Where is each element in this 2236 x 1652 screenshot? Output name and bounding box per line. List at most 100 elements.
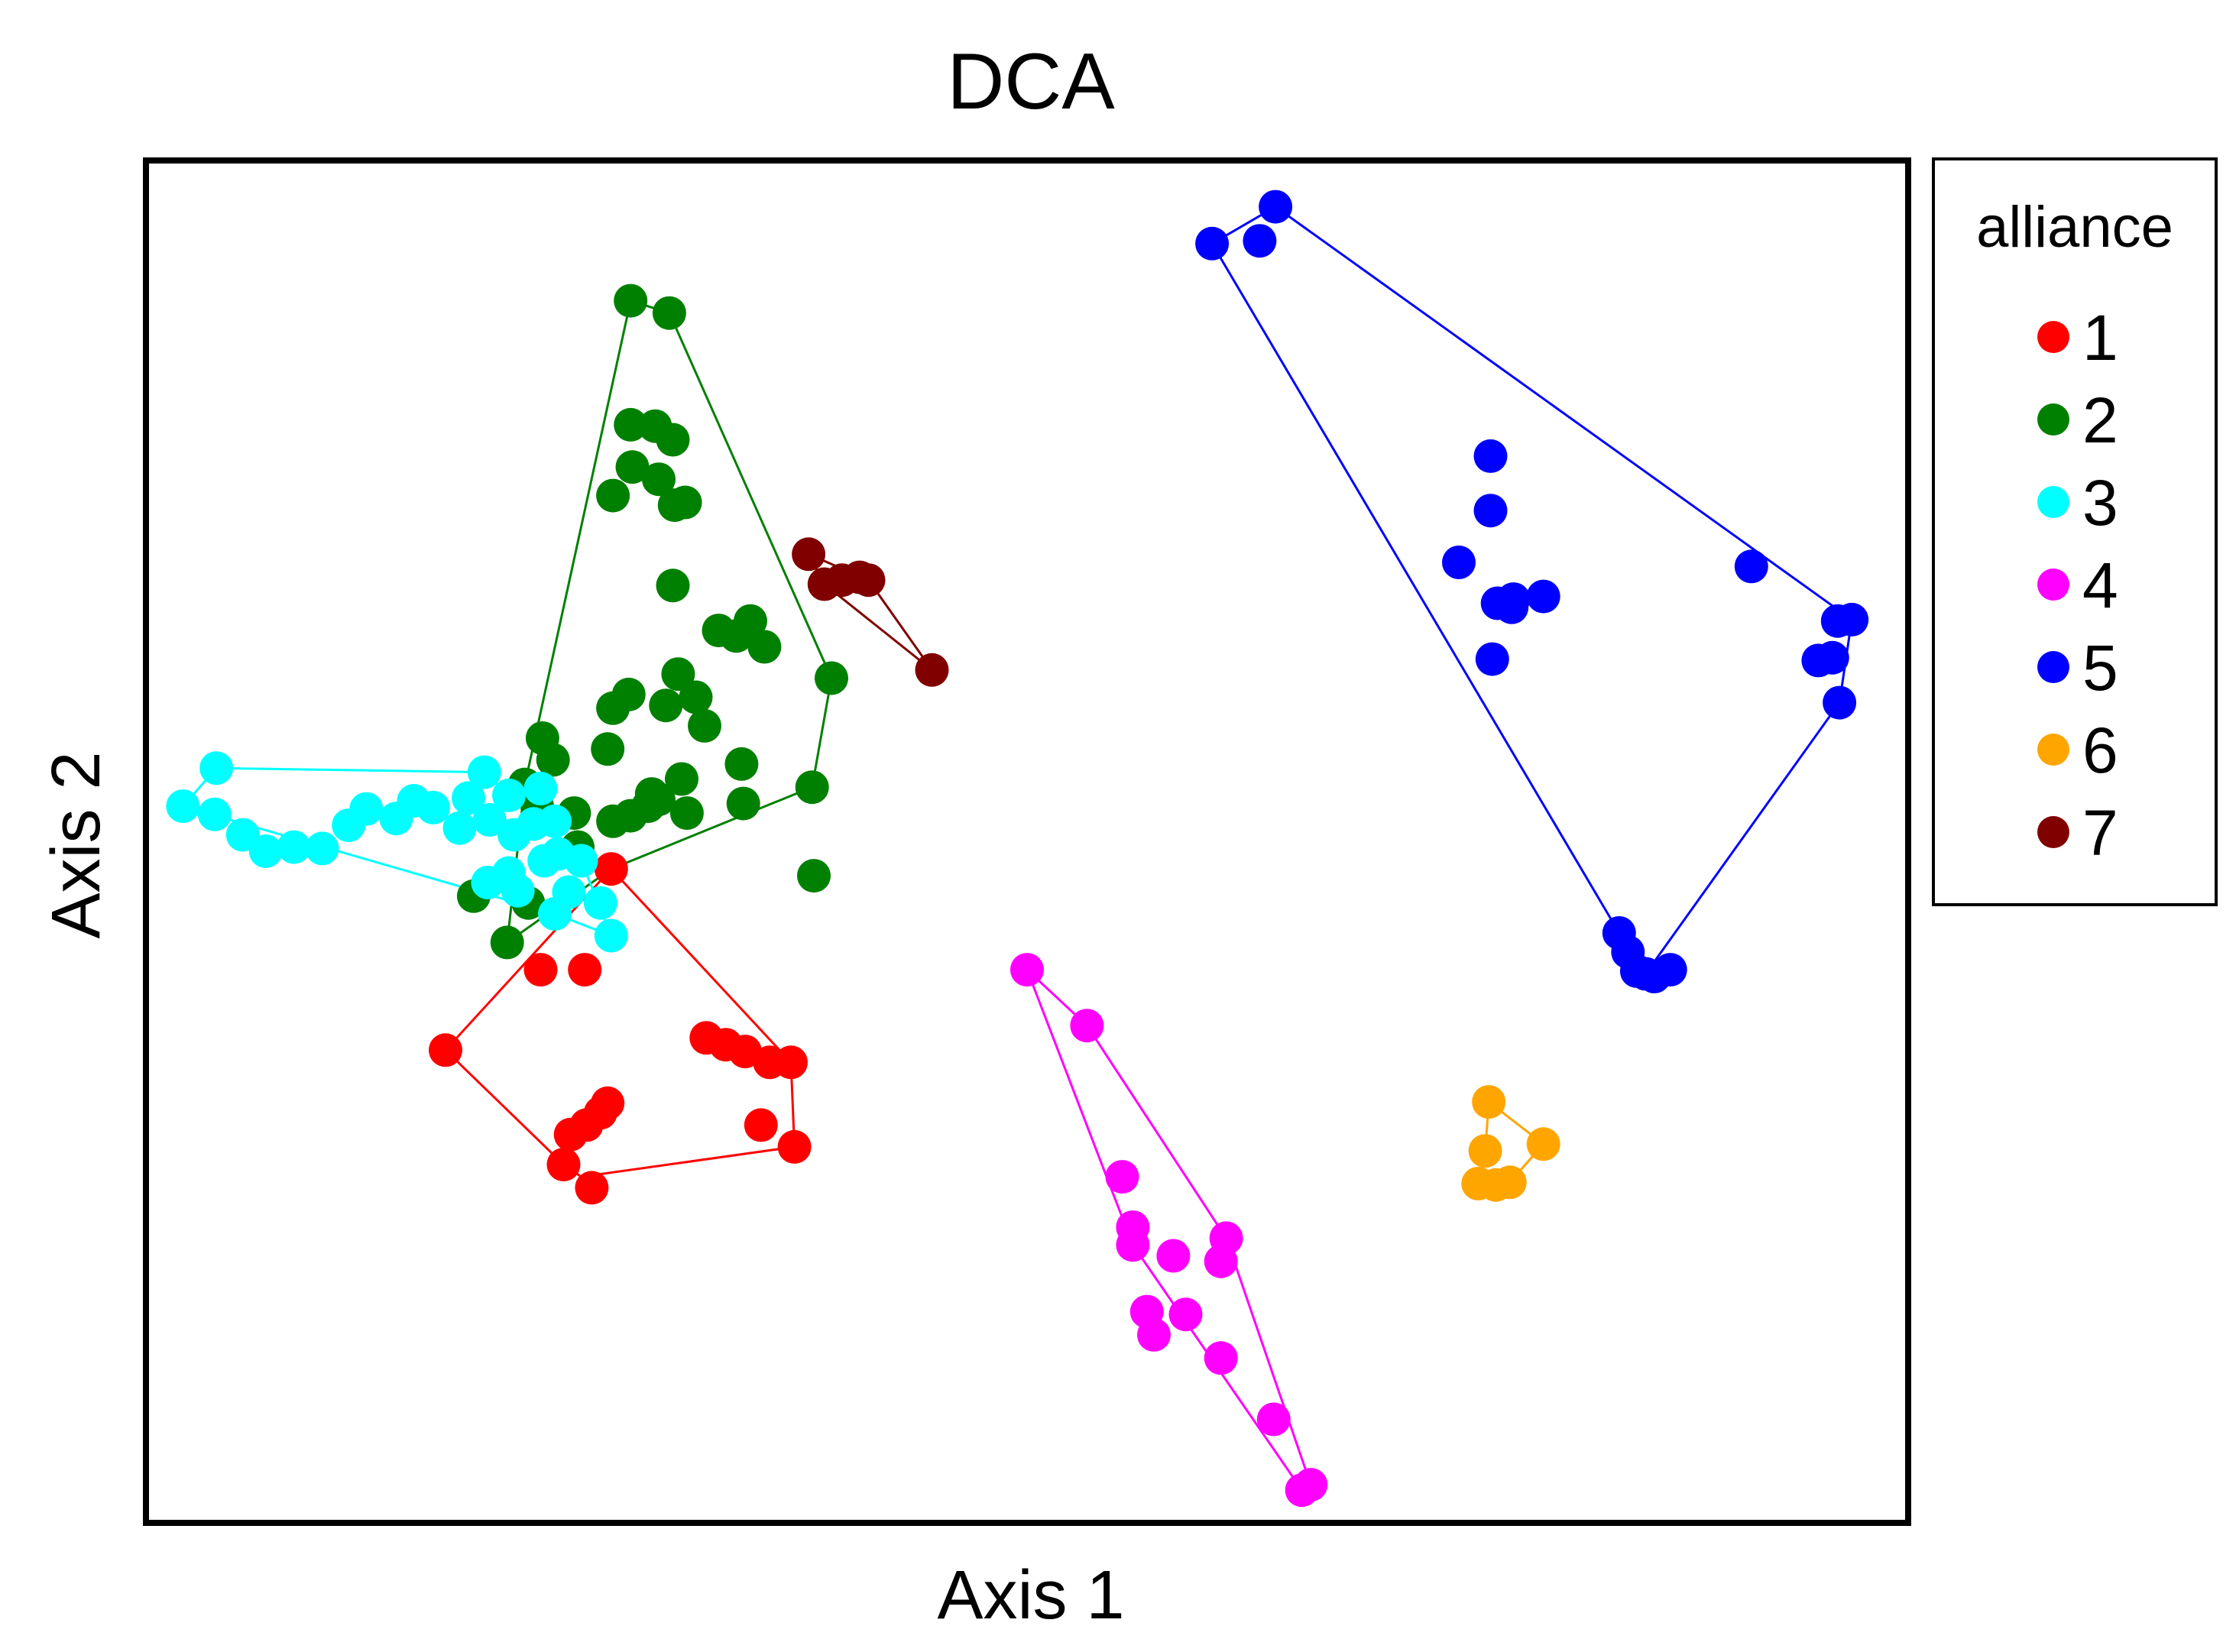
point-alliance-6-2 [1468,1134,1502,1168]
point-alliance-6-0 [1472,1085,1506,1119]
point-alliance-2-33 [726,786,760,821]
point-alliance-2-5 [615,450,650,484]
point-alliance-1-8 [774,1045,808,1080]
legend: alliance 1 2 3 4 5 6 7 [1932,157,2218,906]
point-alliance-3-1 [166,789,200,824]
point-alliance-5-3 [1473,439,1508,473]
legend-title: alliance [1976,195,2173,260]
point-alliance-3-17 [472,803,507,837]
point-alliance-3-15 [523,772,558,805]
point-alliance-6-1 [1526,1127,1560,1161]
point-alliance-4-5 [1156,1239,1191,1273]
point-alliance-3-27 [564,844,598,878]
chart-title: DCA [947,37,1115,126]
point-alliance-4-10 [1137,1317,1171,1352]
point-alliance-5-22 [1628,957,1663,991]
point-alliance-2-4 [656,423,690,457]
point-alliance-2-6 [642,462,676,497]
point-alliance-3-30 [594,918,628,953]
point-alliance-4-14 [1285,1473,1319,1508]
legend-label-3: 3 [2082,467,2118,539]
point-alliance-2-7 [596,478,630,513]
point-alliance-3-13 [467,755,501,789]
point-alliance-5-10 [1475,642,1509,676]
legend-label-6: 6 [2082,714,2118,786]
point-alliance-2-29 [669,796,704,831]
point-alliance-5-15 [1801,643,1836,678]
legend-marker-6 [2037,734,2069,766]
point-alliance-5-16 [1823,685,1857,720]
point-alliance-2-16 [661,657,695,692]
point-alliance-3-28 [583,886,617,920]
point-alliance-3-4 [248,834,283,868]
point-alliance-3-12 [452,781,485,815]
point-alliance-5-21 [1653,953,1687,987]
legend-label-2: 2 [2082,384,2118,456]
point-alliance-2-42 [797,859,831,893]
point-alliance-7-0 [792,537,826,572]
point-alliance-3-11 [416,790,450,824]
point-alliance-2-14 [747,630,782,664]
point-alliance-2-17 [679,680,713,714]
point-alliance-3-29 [538,897,572,931]
legend-label-4: 4 [2082,549,2118,621]
point-alliance-1-0 [594,852,628,886]
point-alliance-1-16 [591,1086,625,1120]
point-alliance-2-18 [649,688,683,723]
legend-marker-7 [2037,816,2069,848]
point-alliance-2-41 [490,925,524,960]
point-alliance-1-12 [575,1171,609,1205]
legend-marker-2 [2037,403,2069,436]
legend-marker-1 [2037,321,2069,353]
point-alliance-5-7 [1526,579,1560,614]
point-alliance-3-2 [197,797,232,831]
point-alliance-2-2 [614,407,648,442]
point-alliance-7-4 [851,563,886,598]
point-alliance-5-9 [1495,590,1529,624]
point-alliance-4-0 [1010,953,1044,987]
plot-frame [143,157,1911,1526]
point-alliance-2-34 [795,770,829,805]
point-alliance-5-0 [1259,189,1293,224]
point-alliance-5-4 [1473,494,1508,528]
point-alliance-1-2 [568,953,602,987]
legend-marker-5 [2037,651,2069,683]
point-alliance-4-2 [1105,1160,1139,1194]
point-alliance-2-0 [614,283,648,318]
point-alliance-2-9 [668,485,702,520]
legend-marker-3 [2037,486,2069,518]
point-alliance-2-22 [591,732,625,766]
point-alliance-7-5 [915,653,949,687]
legend-label-5: 5 [2082,632,2118,704]
point-alliance-2-25 [724,747,759,781]
point-alliance-2-10 [656,568,690,603]
x-axis-label: Axis 1 [937,1557,1124,1634]
point-alliance-2-24 [536,743,570,777]
point-alliance-3-6 [305,831,339,866]
point-alliance-2-30 [596,804,630,838]
point-alliance-3-8 [349,792,384,826]
point-alliance-2-32 [634,777,669,811]
point-alliance-4-9 [1168,1297,1203,1332]
point-alliance-4-12 [1256,1402,1291,1437]
point-alliance-3-20 [538,804,572,838]
point-alliance-1-10 [744,1108,778,1142]
point-layer [166,189,1869,1508]
point-alliance-1-1 [523,953,558,987]
point-alliance-2-21 [688,708,721,743]
point-alliance-3-26 [527,844,562,878]
legend-box [1932,157,2218,906]
point-alliance-4-4 [1116,1228,1150,1262]
point-alliance-3-14 [492,778,526,812]
point-alliance-4-11 [1204,1341,1238,1375]
legend-label-7: 7 [2082,797,2118,869]
point-alliance-2-20 [596,691,630,725]
point-alliance-2-1 [652,296,686,330]
point-alliance-4-1 [1070,1009,1104,1043]
point-alliance-5-13 [1835,602,1869,637]
point-alliance-1-11 [546,1148,581,1182]
point-alliance-2-15 [815,661,848,695]
point-alliance-3-0 [199,751,234,786]
legend-items: 1 2 3 4 5 6 7 [2037,302,2118,869]
